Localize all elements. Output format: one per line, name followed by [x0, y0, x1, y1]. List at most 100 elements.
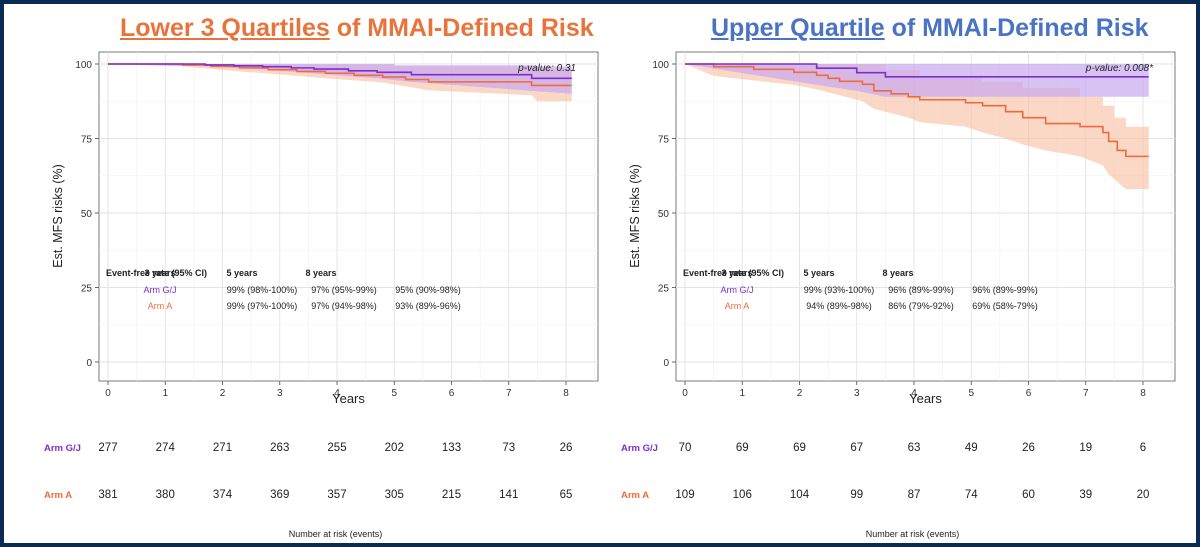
risk-table-cell: 357: [327, 489, 346, 501]
risk-table-cell: 69: [793, 442, 806, 454]
km-line-arm-gj: [108, 63, 572, 80]
x-tick-label: 2: [220, 388, 226, 399]
risk-table-row-label: Arm A: [621, 490, 649, 501]
rate-table-header: 8 years: [305, 268, 336, 278]
plot-panel: [98, 51, 599, 382]
y-axis-label: Est. MFS risks (%): [51, 164, 65, 267]
risk-table-row-label: Arm G/J: [621, 443, 658, 454]
rate-table-cell: 99% (97%-100%): [227, 301, 298, 311]
x-tick-label: 0: [682, 388, 688, 399]
rate-table-header: 5 years: [226, 268, 257, 278]
rate-table-row-label: Arm A: [725, 301, 750, 311]
y-tick-label: 100: [75, 60, 92, 71]
risk-table-cell: 74: [965, 489, 978, 501]
rate-table-row-label: Arm A: [148, 301, 173, 311]
risk-table-cell: 271: [213, 442, 232, 454]
rate-table-cell: 94% (89%-98%): [806, 301, 872, 311]
km-line-arm-gj: [685, 63, 1149, 78]
risk-table-cell: 67: [850, 442, 863, 454]
rate-table-row-label: Arm G/J: [144, 285, 177, 295]
rate-table-header: 3 years: [144, 268, 175, 278]
x-tick-label: 4: [334, 388, 340, 399]
risk-table-cell: 20: [1137, 489, 1150, 501]
chart-title-right-underlined: Upper Quartile: [711, 14, 885, 42]
x-axis-label: Years: [909, 391, 942, 406]
x-tick-label: 0: [105, 388, 111, 399]
rate-table-cell: 93% (89%-96%): [395, 301, 461, 311]
risk-table-cell: 277: [98, 442, 117, 454]
risk-table-cell: 381: [98, 489, 117, 501]
risk-table-cell: 274: [156, 442, 176, 454]
x-tick-label: 8: [1140, 388, 1146, 399]
p-value-label: p-value: 0.008*: [1085, 63, 1154, 74]
risk-table-cell: 87: [908, 489, 921, 501]
rate-table-header: 3 years: [721, 268, 752, 278]
y-tick-label: 0: [86, 358, 92, 369]
x-tick-label: 1: [162, 388, 168, 399]
rate-table-cell: 96% (89%-99%): [888, 285, 954, 295]
rate-table-header: 5 years: [803, 268, 834, 278]
rate-table-row-label: Arm G/J: [721, 285, 754, 295]
y-tick-label: 0: [663, 358, 669, 369]
x-tick-label: 5: [391, 388, 397, 399]
risk-table-row-label: Arm A: [44, 490, 72, 501]
risk-table-cell: 305: [385, 489, 404, 501]
x-tick-label: 4: [911, 388, 917, 399]
km-line-arm-a: [108, 63, 572, 87]
p-value-label: p-value: 0.31: [517, 63, 576, 74]
risk-table-cell: 255: [327, 442, 346, 454]
km-chart-0: 0 25 50 75 100 0 1 2 3 4 5 6 7 8 Years Est. MFS risks (…: [44, 51, 599, 539]
chart-title-right: Upper Quartile of MMAI-Defined Risk: [711, 14, 1149, 43]
y-tick-label: 25: [81, 284, 93, 295]
risk-table-cell: 133: [442, 442, 461, 454]
risk-table-cell: 202: [385, 442, 404, 454]
y-tick-label: 75: [81, 135, 93, 146]
chart-title-right-rest: of MMAI-Defined Risk: [884, 14, 1149, 42]
slide-frame: Lower 3 Quartiles of MMAI-Defined Risk U…: [4, 4, 1196, 543]
risk-table-row-label: Arm G/J: [44, 443, 81, 454]
risk-table-cell: 106: [733, 489, 752, 501]
km-line-arm-a: [685, 63, 1149, 158]
x-tick-label: 3: [854, 388, 860, 399]
y-tick-label: 25: [658, 284, 670, 295]
rate-table-header: 8 years: [882, 268, 913, 278]
rate-table-cell: 86% (79%-92%): [888, 301, 954, 311]
x-axis-label: Years: [332, 391, 365, 406]
risk-table-cell: 369: [270, 489, 289, 501]
risk-table-caption: Number at risk (events): [866, 529, 960, 539]
y-tick-label: 50: [658, 209, 670, 220]
x-tick-label: 6: [1026, 388, 1032, 399]
risk-table-cell: 63: [908, 442, 921, 454]
risk-table-cell: 380: [156, 489, 175, 501]
risk-table-cell: 104: [790, 489, 810, 501]
risk-table-cell: 99: [850, 489, 863, 501]
rate-table-cell: 96% (89%-99%): [972, 285, 1038, 295]
x-tick-label: 7: [506, 388, 512, 399]
risk-table-cell: 26: [1022, 442, 1035, 454]
risk-table-cell: 49: [965, 442, 978, 454]
rate-table-cell: 99% (93%-100%): [804, 285, 875, 295]
risk-table-cell: 374: [213, 489, 233, 501]
ci-band-arm-gj: [108, 64, 572, 94]
rate-table-cell: 69% (58%-79%): [972, 301, 1038, 311]
y-tick-label: 100: [652, 60, 669, 71]
x-tick-label: 3: [277, 388, 283, 399]
x-tick-label: 5: [968, 388, 974, 399]
risk-table-cell: 109: [675, 489, 694, 501]
risk-table-cell: 60: [1022, 489, 1035, 501]
y-tick-label: 75: [658, 135, 670, 146]
chart-title-left: Lower 3 Quartiles of MMAI-Defined Risk: [120, 14, 594, 43]
rate-table-header: Event-free rate (95% CI): [106, 268, 207, 278]
risk-table-cell: 141: [499, 489, 518, 501]
x-tick-label: 6: [449, 388, 455, 399]
risk-table-cell: 70: [679, 442, 692, 454]
risk-table-cell: 26: [560, 442, 573, 454]
risk-table-cell: 73: [502, 442, 515, 454]
y-axis-label: Est. MFS risks (%): [628, 164, 642, 267]
risk-table-caption: Number at risk (events): [289, 529, 383, 539]
x-tick-label: 8: [563, 388, 569, 399]
risk-table-cell: 19: [1079, 442, 1092, 454]
x-tick-label: 7: [1083, 388, 1089, 399]
